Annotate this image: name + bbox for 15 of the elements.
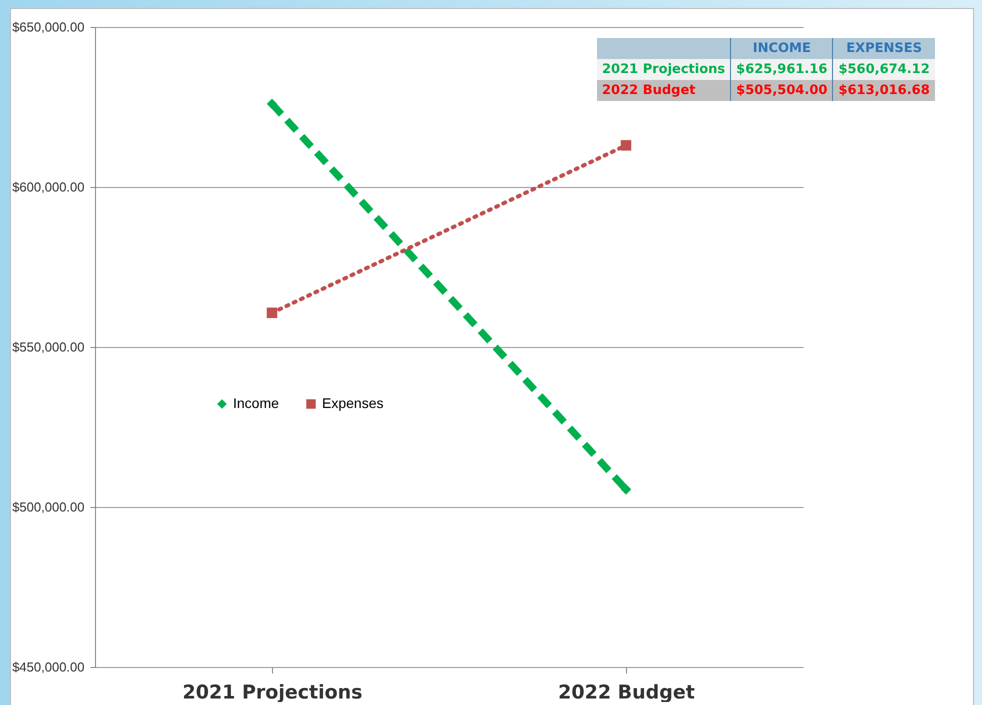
annotation: INCOME [730,38,833,59]
legend-label: Expenses [322,395,384,411]
y-tick-label: $500,000.00 [12,500,84,514]
y-tick-label: $600,000.00 [12,180,84,194]
annotation: $505,504.00 [730,80,833,101]
annotation: $625,961.16 [730,59,833,80]
y-tick-label: $450,000.00 [12,660,84,674]
annotation: 2021 Projections [597,59,731,80]
y-tick-label: $550,000.00 [12,340,84,354]
text: EXPENSES [846,41,922,56]
text: $560,674.12 [838,62,930,77]
text: $613,016.68 [838,83,930,98]
y-tick-label: $650,000.00 [12,20,84,34]
legend-label: Income [233,395,280,411]
annotation: 2022 Budget [597,80,731,101]
